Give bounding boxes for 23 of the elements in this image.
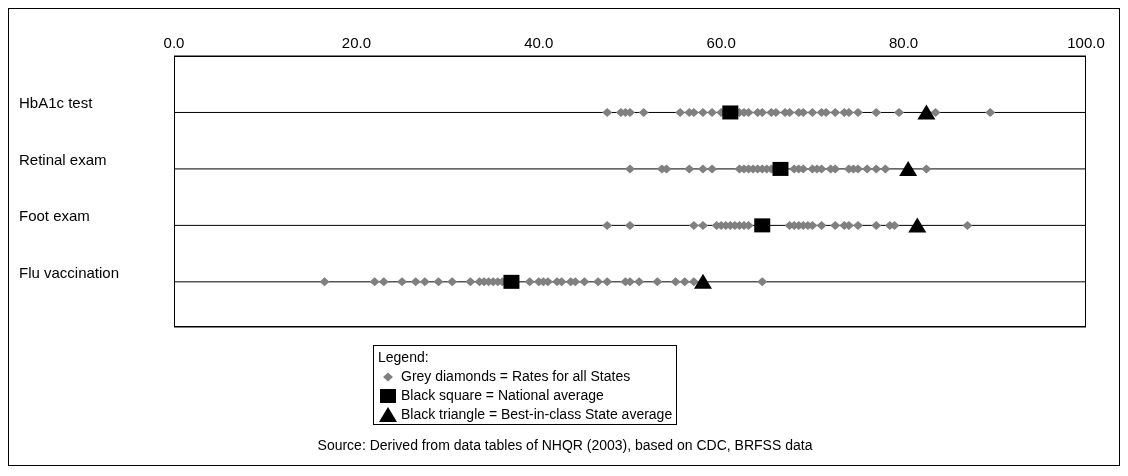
y-tick-label: Retinal exam [19, 150, 107, 168]
point [722, 105, 739, 120]
legend-label: Grey diamonds = Rates for all States [401, 367, 631, 386]
y-tick-label: Flu vaccination [19, 263, 120, 281]
point [899, 160, 918, 176]
legend-label: Black square = National average [401, 386, 604, 405]
legend-title: Legend: [378, 348, 430, 367]
y-tick-label: Foot exam [19, 207, 90, 225]
source-note: Source: Derived from data tables of NHQR (2003), based on CDC, BRFSS data [316, 437, 814, 453]
point [772, 161, 789, 176]
x-tick-label: 0.0 [163, 34, 185, 51]
x-tick-label: 80.0 [889, 34, 919, 51]
point [693, 273, 712, 289]
y-tick-label: HbA1c test [19, 94, 94, 112]
x-tick-label: 20.0 [341, 34, 371, 51]
x-tick-label: 100.0 [1067, 34, 1105, 51]
point [908, 217, 927, 233]
legend-label: Black triangle = Best-in-class State average [401, 405, 673, 424]
x-tick-label: 60.0 [706, 34, 736, 51]
point [503, 274, 520, 289]
x-tick-label: 40.0 [524, 34, 554, 51]
point [754, 218, 771, 233]
point [917, 104, 936, 120]
